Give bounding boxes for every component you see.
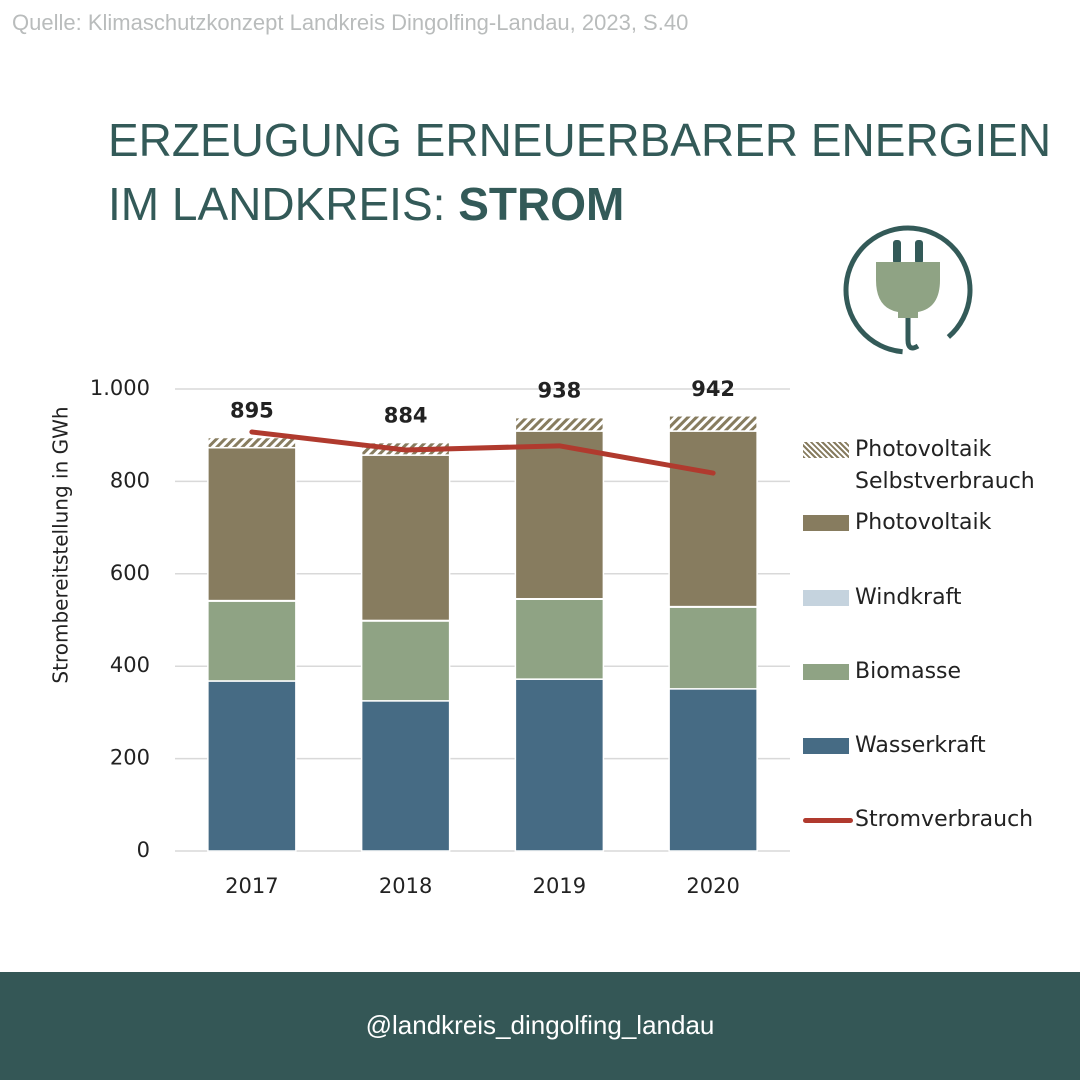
legend-item: Photovoltaik Selbstverbrauch: [803, 434, 1053, 498]
bar-segment: [668, 688, 758, 852]
legend-swatch: [803, 818, 853, 823]
y-tick-label: 200: [110, 746, 150, 770]
bar-segment: [207, 680, 297, 852]
total-label: 895: [230, 399, 274, 423]
total-label: 942: [691, 377, 735, 401]
x-tick-label: 2018: [379, 874, 432, 898]
legend-label: Wasserkraft: [855, 733, 986, 758]
x-tick-label: 2019: [533, 874, 586, 898]
legend-label: Biomasse: [855, 659, 962, 684]
total-label: 884: [384, 404, 428, 428]
legend-swatch: [803, 442, 849, 458]
bar-segment: [514, 598, 605, 680]
x-tick-label: 2020: [686, 874, 739, 898]
bar-segment: [668, 606, 758, 690]
plug-icon: [843, 225, 973, 355]
bar-segment: [514, 430, 605, 600]
legend-item: Biomasse: [803, 656, 1053, 688]
legend-label: Windkraft: [855, 585, 962, 610]
legend-item: Photovoltaik: [803, 507, 1053, 539]
legend-item: Windkraft: [803, 582, 1053, 614]
y-tick-label: 0: [137, 838, 150, 862]
bar-segment: [668, 430, 758, 608]
y-tick-label: 400: [110, 653, 150, 677]
bar-segment: [514, 678, 605, 852]
handle: @landkreis_dingolfing_landau: [365, 1010, 715, 1040]
bar-segment: [360, 700, 451, 852]
source: Quelle: Klimaschutzkonzept Landkreis Din…: [12, 10, 689, 35]
title-emphasis: STROM: [458, 178, 625, 230]
bar-segment: [360, 454, 451, 622]
legend-swatch: [803, 590, 849, 606]
legend-label: Stromverbrauch: [855, 807, 1034, 832]
y-tick-label: 600: [110, 561, 150, 585]
legend-item: Stromverbrauch: [803, 804, 1053, 836]
title-line: IM LANDKREIS:: [108, 178, 446, 230]
title-line: ERZEUGUNG ERNEUERBARER ENERGIEN: [108, 114, 1052, 166]
bar-segment: [360, 620, 451, 702]
legend-label: Photovoltaik: [855, 510, 992, 535]
title: ERZEUGUNG ERNEUERBARER ENERGIEN IM LANDK…: [108, 108, 1051, 236]
bar-segment: [514, 416, 605, 432]
line: [249, 429, 716, 476]
bar-segment: [207, 436, 297, 449]
x-tick-label: 2017: [225, 874, 278, 898]
title-line: IM LANDKREIS: STROM: [108, 172, 1051, 236]
bar-segment: [668, 415, 758, 432]
y-axis-label: Strombereitstellung in GWh: [49, 406, 73, 683]
legend-swatch: [803, 738, 849, 754]
legend-swatch: [803, 515, 849, 531]
bar-segment: [207, 446, 297, 602]
legend-swatch: [803, 664, 849, 680]
y-tick-label: 800: [110, 468, 150, 492]
y-tick-label: 1.000: [90, 376, 150, 400]
legend-label: Photovoltaik Selbstverbrauch: [855, 437, 1035, 494]
legend-item: Wasserkraft: [803, 730, 1053, 762]
total-label: 938: [537, 379, 581, 403]
bar-segment: [207, 600, 297, 682]
footer: @landkreis_dingolfing_landau: [0, 972, 1080, 1080]
